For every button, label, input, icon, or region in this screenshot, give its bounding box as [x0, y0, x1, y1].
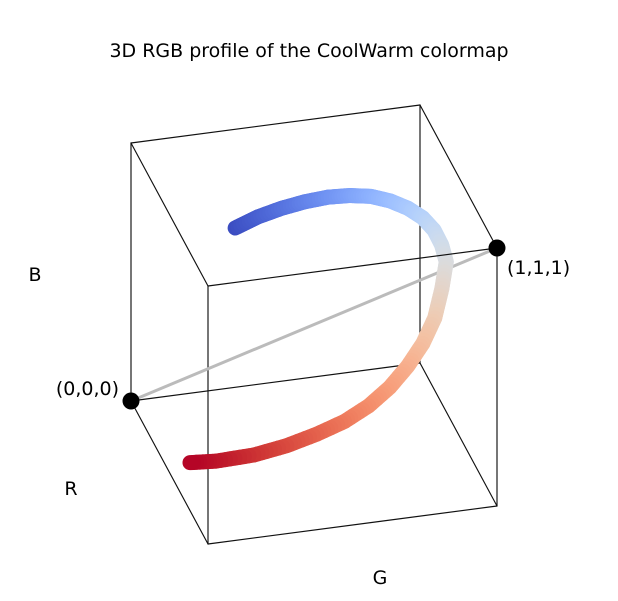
corner-points: (0,0,0) (1,1,1) — [56, 239, 570, 410]
gray-diagonal-line — [129, 246, 499, 403]
axis-label-b: B — [28, 264, 41, 286]
white-point — [488, 239, 506, 257]
cube-edge — [207, 505, 498, 545]
white-point-label: (1,1,1) — [507, 257, 570, 279]
cube-edge — [207, 247, 498, 287]
cube-edge — [130, 400, 209, 545]
origin-point — [122, 392, 140, 410]
axis-label-g: G — [373, 567, 388, 589]
cube-edge — [130, 104, 421, 144]
cube-back-edges — [130, 104, 498, 545]
cube-edge — [130, 142, 209, 287]
cube-front-edges — [207, 104, 498, 507]
cube-edge — [419, 362, 498, 507]
colormap-curve — [182, 187, 454, 471]
chart-title: 3D RGB profile of the CoolWarm colormap — [109, 40, 508, 62]
cube-edge — [130, 362, 421, 402]
cube-edge — [419, 104, 498, 249]
axis-label-r: R — [64, 478, 77, 500]
origin-point-label: (0,0,0) — [56, 378, 119, 400]
